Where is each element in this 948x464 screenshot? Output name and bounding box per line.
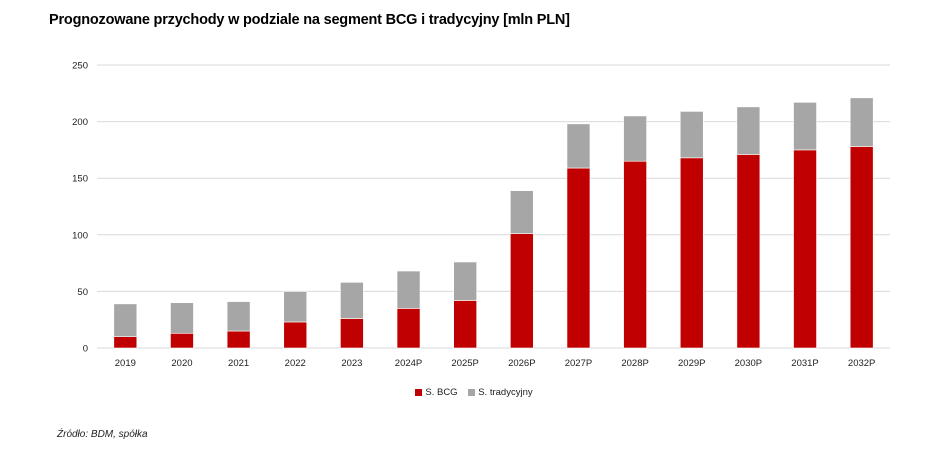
legend: S. BCG S. tradycyjny <box>0 387 948 399</box>
bar-tradycyjny-2029P <box>679 111 704 159</box>
bar-bcg-2024P <box>396 308 421 349</box>
y-tick-label: 150 <box>72 174 88 185</box>
x-tick-label: 2025P <box>451 358 478 369</box>
x-tick-label: 2027P <box>565 358 592 369</box>
bar-bcg-2032P <box>849 146 874 349</box>
bar-tradycyjny-2020 <box>170 302 194 334</box>
x-tick-label: 2031P <box>791 358 818 369</box>
legend-item-bcg: S. BCG <box>415 387 458 398</box>
bar-tradycyjny-2026P <box>510 190 534 234</box>
legend-label-tradycyjny: S. tradycyjny <box>478 387 533 398</box>
bar-tradycyjny-2023 <box>340 282 364 319</box>
x-tick-label: 2023 <box>341 358 362 369</box>
bar-bcg-2029P <box>679 157 704 349</box>
x-tick-label: 2020 <box>171 358 192 369</box>
y-tick-label: 200 <box>72 117 88 128</box>
y-tick-label: 50 <box>77 287 88 298</box>
bar-tradycyjny-2030P <box>736 106 761 155</box>
x-tick-label: 2032P <box>848 358 875 369</box>
bar-tradycyjny-2032P <box>849 97 874 147</box>
bar-tradycyjny-2028P <box>623 115 647 162</box>
bar-tradycyjny-2024P <box>396 270 421 309</box>
bar-bcg-2022 <box>283 321 308 349</box>
bar-bcg-2031P <box>793 149 817 349</box>
x-tick-label: 2030P <box>735 358 762 369</box>
x-axis-ticks: 2019 2020 2021 2022 2023 2024P 2025P 2026P 2027P… <box>115 358 876 369</box>
x-tick-label: 2024P <box>395 358 422 369</box>
x-tick-label: 2026P <box>508 358 535 369</box>
x-tick-label: 2019 <box>115 358 136 369</box>
bar-bcg-2025P <box>453 300 477 349</box>
x-tick-label: 2022 <box>285 358 306 369</box>
bar-tradycyjny-2031P <box>793 102 817 151</box>
x-tick-label: 2021 <box>228 358 249 369</box>
y-tick-label: 0 <box>83 344 88 355</box>
x-tick-label: 2029P <box>678 358 705 369</box>
bar-bcg-2028P <box>623 160 647 349</box>
chart-title: Prognozowane przychody w podziale na seg… <box>49 12 570 28</box>
bar-bcg-2020 <box>170 332 194 349</box>
bar-bcg-2023 <box>340 318 364 349</box>
bar-tradycyjny-2027P <box>566 123 591 169</box>
legend-swatch-tradycyjny <box>468 389 476 396</box>
bars <box>113 97 874 349</box>
y-tick-label: 100 <box>72 230 88 241</box>
bar-bcg-2021 <box>226 330 251 349</box>
bar-tradycyjny-2022 <box>283 291 308 323</box>
bar-bcg-2026P <box>510 233 534 349</box>
bar-tradycyjny-2025P <box>453 261 477 301</box>
gridlines <box>97 64 890 349</box>
x-tick-label: 2028P <box>621 358 648 369</box>
bar-bcg-2019 <box>113 336 138 349</box>
bar-tradycyjny-2021 <box>226 301 251 332</box>
bar-tradycyjny-2019 <box>113 303 138 337</box>
source-note: Źródło: BDM, spółka <box>57 429 148 440</box>
y-tick-label: 250 <box>72 61 88 72</box>
y-axis-ticks: 0 50 100 150 200 250 <box>72 61 88 355</box>
legend-swatch-bcg <box>415 389 423 396</box>
bar-bcg-2027P <box>566 167 591 349</box>
legend-label-bcg: S. BCG <box>425 387 458 398</box>
bar-bcg-2030P <box>736 154 761 349</box>
legend-item-tradycyjny: S. tradycyjny <box>468 387 533 398</box>
